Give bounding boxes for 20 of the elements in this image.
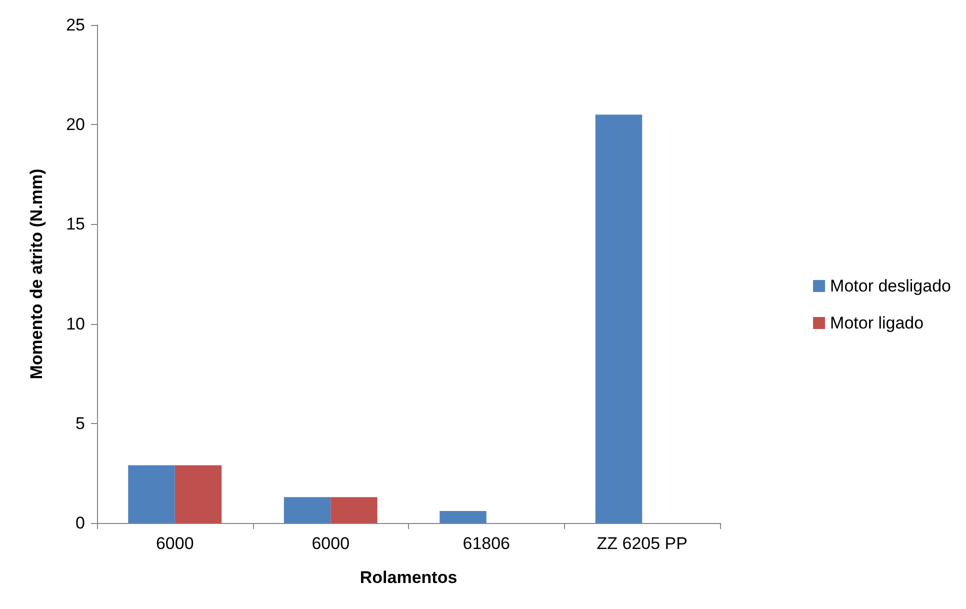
y-tick-label: 20 (66, 115, 85, 134)
x-tick-label: 6000 (156, 534, 194, 553)
bar (284, 497, 331, 523)
y-tick-label: 5 (76, 414, 85, 433)
bar (174, 465, 222, 523)
legend-label: Motor desligado (830, 276, 952, 296)
y-tick-label: 0 (76, 514, 85, 532)
bar (128, 465, 175, 523)
x-tick-label: ZZ 6205 PP (596, 534, 688, 553)
y-axis-title: Momento de atrito (N.mm) (27, 168, 46, 380)
x-tick-label: 61806 (462, 534, 510, 553)
y-tick-label: 10 (66, 314, 85, 334)
bar (595, 114, 642, 523)
x-axis-title: Rolamentos (360, 568, 458, 587)
legend-label: Motor ligado (830, 314, 924, 332)
x-tick-label: 6000 (312, 534, 350, 553)
y-tick-label: 25 (66, 16, 85, 34)
y-tick-label: 15 (66, 214, 85, 234)
bar (440, 511, 486, 523)
bar (330, 497, 378, 523)
